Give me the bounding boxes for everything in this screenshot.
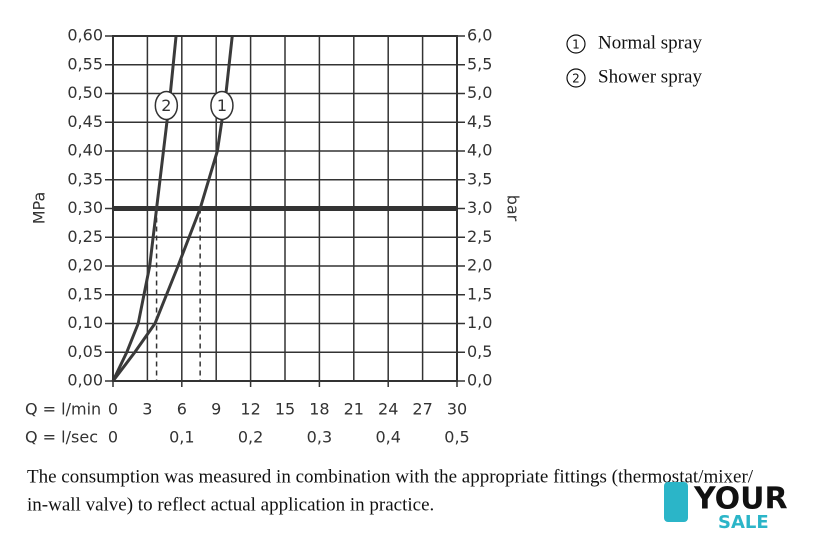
legend-symbol <box>566 34 586 54</box>
x-tick-label: 15 <box>275 400 295 419</box>
y-tick-label: 0,25 <box>67 227 103 246</box>
x2-tick-label: 0,3 <box>307 428 332 447</box>
y2-tick-label: 6,0 <box>467 26 492 45</box>
y-tick-label: 0,45 <box>67 112 103 131</box>
legend-symbol <box>566 68 586 88</box>
x-tick-label: 18 <box>309 400 329 419</box>
curve-label-circle <box>210 90 234 121</box>
y-tick-label: 0,05 <box>67 342 103 361</box>
x-tick-label: 12 <box>240 400 260 419</box>
y-axis-label: MPa <box>30 192 49 225</box>
y-tick-label: 0,60 <box>67 26 103 45</box>
y-tick-label: 0,10 <box>67 313 103 332</box>
y-tick-label: 0,00 <box>67 371 103 390</box>
y2-tick-label: 1,5 <box>467 284 492 303</box>
curve-label: 2 <box>161 96 171 115</box>
y-tick-label: 0,35 <box>67 169 103 188</box>
x-tick-label: 6 <box>177 400 187 419</box>
logo-icon <box>664 482 688 522</box>
legend-number: 1 <box>572 38 580 52</box>
x2-tick-label: 0,1 <box>169 428 194 447</box>
legend-number: 2 <box>572 72 580 86</box>
x2-tick-label: 0,5 <box>444 428 469 447</box>
x-axis-label: Q = l/min <box>25 400 101 419</box>
y-tick-label: 0,30 <box>67 198 103 217</box>
y2-tick-label: 2,0 <box>467 256 492 275</box>
legend-label: Shower spray <box>598 66 702 87</box>
y2-tick-label: 5,0 <box>467 83 492 102</box>
footnote: in-wall valve) to reflect actual applica… <box>27 494 434 515</box>
y-tick-label: 0,40 <box>67 141 103 160</box>
y2-tick-label: 4,5 <box>467 112 492 131</box>
plot-frame <box>112 35 458 382</box>
y2-tick-label: 3,0 <box>467 198 492 217</box>
watermark: YOUR <box>693 482 788 517</box>
x2-axis-label: Q = l/sec <box>25 428 98 447</box>
y-tick-label: 0,50 <box>67 83 103 102</box>
footnote: The consumption was measured in combinat… <box>27 466 754 487</box>
y2-tick-label: 2,5 <box>467 227 492 246</box>
x2-tick-label: 0 <box>108 428 118 447</box>
curve-label: 1 <box>217 96 227 115</box>
y2-tick-label: 0,0 <box>467 371 492 390</box>
y2-tick-label: 3,5 <box>467 169 492 188</box>
y-tick-label: 0,15 <box>67 284 103 303</box>
y2-axis-label: bar <box>504 195 523 222</box>
x-tick-label: 27 <box>412 400 432 419</box>
x2-tick-label: 0,4 <box>375 428 400 447</box>
x-tick-label: 21 <box>344 400 364 419</box>
x-tick-label: 30 <box>447 400 467 419</box>
curve-label-circle <box>154 90 179 121</box>
x-tick-label: 24 <box>378 400 398 419</box>
y2-tick-label: 5,5 <box>467 54 492 73</box>
y2-tick-label: 0,5 <box>467 342 492 361</box>
x2-tick-label: 0,2 <box>238 428 263 447</box>
watermark: SALE <box>718 512 769 533</box>
y-tick-label: 0,20 <box>67 256 103 275</box>
y-tick-label: 0,55 <box>67 54 103 73</box>
x-tick-label: 9 <box>211 400 221 419</box>
y2-tick-label: 1,0 <box>467 313 492 332</box>
legend-label: Normal spray <box>598 32 702 53</box>
x-tick-label: 3 <box>142 400 152 419</box>
y2-tick-label: 4,0 <box>467 141 492 160</box>
x-tick-label: 0 <box>108 400 118 419</box>
